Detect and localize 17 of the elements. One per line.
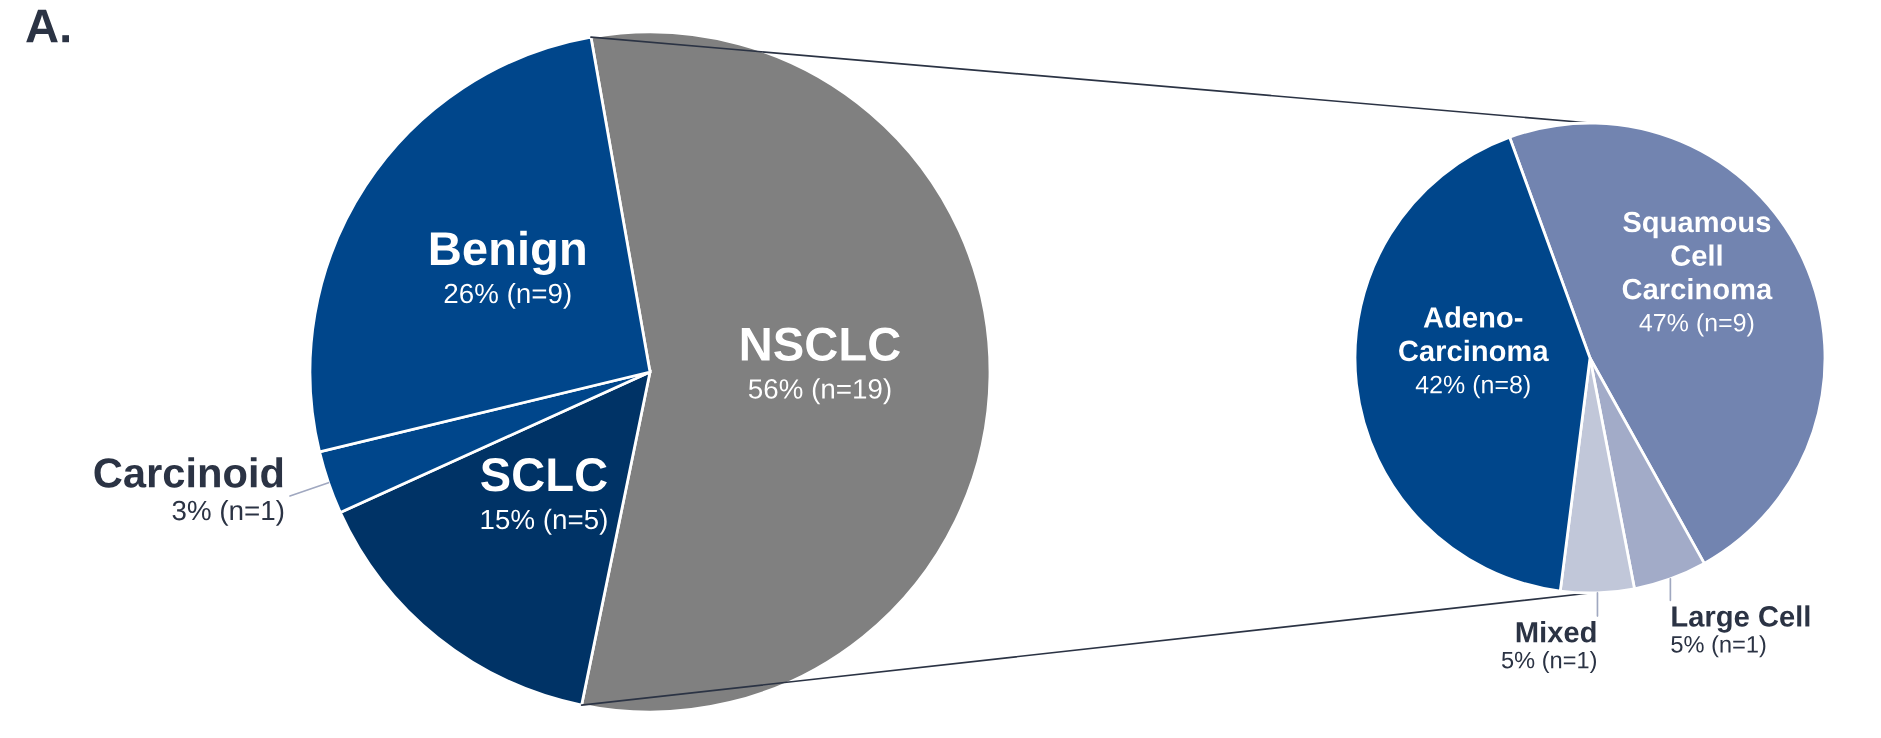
slice-label: Benign [430, 230, 585, 275]
slice-label: Carcinoid [94, 457, 283, 488]
chart-title: A. [26, 9, 69, 43]
data-label: 3% (n=1) [172, 499, 284, 526]
data-label: 42% (n=8) [1415, 375, 1530, 399]
data-label: 5% (n=1) [1671, 635, 1766, 658]
data-label: 56% (n=19) [748, 378, 891, 405]
slice-label: Squamous Cell Carcinoma [1622, 211, 1773, 300]
slice-label: SCLC [481, 458, 607, 492]
data-label: 26% (n=9) [444, 282, 571, 309]
slice-label: NSCLC [741, 327, 901, 362]
data-label: 15% (n=5) [481, 508, 607, 535]
data-label: 47% (n=9) [1639, 313, 1754, 337]
slice-label: Adeno- Carcinoma [1399, 306, 1549, 362]
slice-label: Mixed [1516, 621, 1596, 643]
slice-label: Large Cell [1672, 605, 1810, 633]
data-label: 5% (n=1) [1501, 651, 1596, 674]
